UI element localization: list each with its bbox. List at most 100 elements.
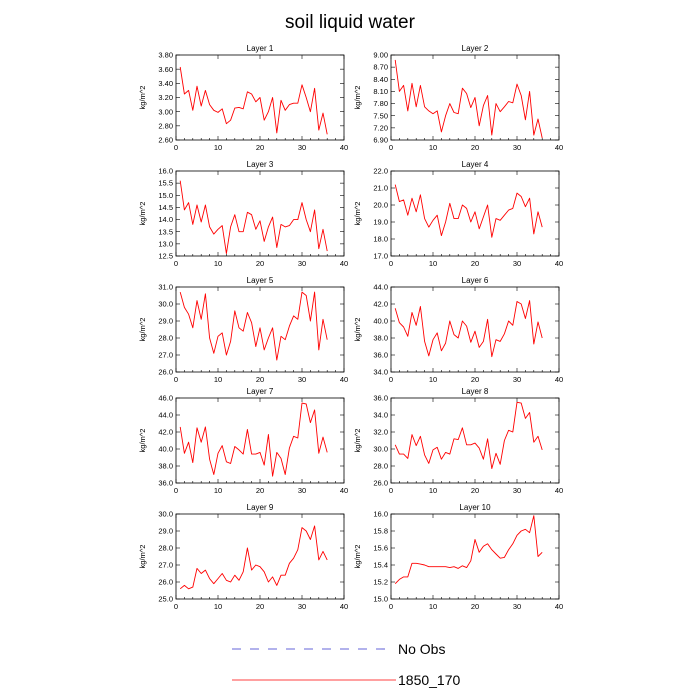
layer-3-ytick-label: 14.5 (158, 203, 173, 212)
panel-layer-4: Layer 4 kg/m^2 0 10 20 30 40 17.0 18.0 19.0 20.0 21… (353, 160, 563, 268)
layer-1-series-line (179, 66, 328, 135)
layer-4-series-line (394, 184, 543, 238)
layer-3-ylabel: kg/m^2 (138, 202, 147, 226)
layer-5-ylabel: kg/m^2 (138, 318, 147, 342)
layer-2-ylabel: kg/m^2 (353, 86, 362, 110)
layer-2-ytick-label: 8.40 (373, 75, 388, 84)
layer-7-ytick-label: 38.0 (158, 462, 173, 471)
layer-9-xtick-label: 40 (340, 602, 348, 611)
panel-layer-9: Layer 9 kg/m^2 0 10 20 30 40 25.0 26.0 27.0 28.0 29… (138, 503, 348, 611)
layer-1-ytick-label: 3.80 (158, 51, 173, 60)
layer-4-xtick-label: 10 (429, 259, 437, 268)
panel-layer-10: Layer 10 kg/m^2 0 10 20 30 40 15.0 15.2 15.4 15.6 1… (353, 503, 563, 611)
layer-10-xtick-label: 0 (389, 602, 393, 611)
panel-layer-1: Layer 1 kg/m^2 0 10 20 30 40 2.60 2.80 3.00 3.20 3.… (138, 44, 348, 152)
layer-9-ytick-label: 29.0 (158, 527, 173, 536)
layer-10-xtick-label: 10 (429, 602, 437, 611)
layer-3-xtick-label: 40 (340, 259, 348, 268)
layer-6-title: Layer 6 (462, 276, 489, 285)
layer-6-ytick-label: 40.0 (373, 317, 388, 326)
layer-7-xtick-label: 30 (298, 486, 306, 495)
layer-9-xtick-label: 0 (174, 602, 178, 611)
layer-8-xtick-label: 40 (555, 486, 563, 495)
layer-7-ytick-label: 40.0 (158, 445, 173, 454)
layer-5-title: Layer 5 (247, 276, 274, 285)
layer-7-xtick-label: 20 (256, 486, 264, 495)
layer-4-ytick-label: 22.0 (373, 167, 388, 176)
layer-6-series-line (394, 300, 543, 358)
layer-3-xtick-label: 10 (214, 259, 222, 268)
layer-4-xtick-label: 0 (389, 259, 393, 268)
layer-4-ylabel: kg/m^2 (353, 202, 362, 226)
layer-6-ytick-label: 38.0 (373, 334, 388, 343)
layer-7-series-line (179, 402, 328, 477)
layer-10-ytick-label: 16.0 (373, 510, 388, 519)
layer-9-series-line (179, 525, 328, 590)
layer-5-ytick-label: 27.0 (158, 351, 173, 360)
layer-3-ytick-label: 15.0 (158, 191, 173, 200)
layer-10-xtick-label: 20 (471, 602, 479, 611)
legend-label-1850-170: 1850_170 (398, 672, 461, 688)
layer-2-ytick-label: 7.50 (373, 111, 388, 120)
layer-3-xtick-label: 0 (174, 259, 178, 268)
layer-6-plot-frame (390, 286, 560, 373)
layer-6-xtick-label: 30 (513, 375, 521, 384)
layer-1-ytick-label: 3.00 (158, 107, 173, 116)
layer-3-ytick-label: 15.5 (158, 179, 173, 188)
panel-layer-2: Layer 2 kg/m^2 0 10 20 30 40 6.90 7.20 7.50 7.80 8.… (353, 44, 563, 152)
layer-3-ytick-label: 14.0 (158, 215, 173, 224)
layer-5-xtick-label: 30 (298, 375, 306, 384)
layer-2-ytick-label: 8.10 (373, 87, 388, 96)
layer-9-xtick-label: 10 (214, 602, 222, 611)
layer-6-ylabel: kg/m^2 (353, 318, 362, 342)
layer-2-xtick-label: 10 (429, 143, 437, 152)
layer-1-ytick-label: 3.20 (158, 93, 173, 102)
layer-5-series-line (179, 291, 328, 361)
layer-8-xtick-label: 30 (513, 486, 521, 495)
layer-3-ytick-label: 13.5 (158, 227, 173, 236)
layer-4-ytick-label: 17.0 (373, 252, 388, 261)
layer-10-xtick-label: 40 (555, 602, 563, 611)
layer-5-ytick-label: 29.0 (158, 317, 173, 326)
layer-2-ytick-label: 8.70 (373, 63, 388, 72)
panel-layer-7: Layer 7 kg/m^2 0 10 20 30 40 36.0 38.0 40.0 42.0 44… (138, 387, 348, 495)
layer-9-ytick-label: 26.0 (158, 578, 173, 587)
layer-9-ytick-label: 30.0 (158, 510, 173, 519)
layer-3-xtick-label: 20 (256, 259, 264, 268)
layer-6-ytick-label: 34.0 (373, 368, 388, 377)
layer-10-ylabel: kg/m^2 (353, 545, 362, 569)
layer-1-xtick-label: 40 (340, 143, 348, 152)
layer-2-series-line (394, 59, 543, 139)
layer-8-ytick-label: 34.0 (373, 411, 388, 420)
layer-8-title: Layer 8 (462, 387, 489, 396)
layer-2-xtick-label: 20 (471, 143, 479, 152)
layer-10-ytick-label: 15.6 (373, 544, 388, 553)
layer-8-xtick-label: 0 (389, 486, 393, 495)
layer-10-ytick-label: 15.0 (373, 595, 388, 604)
layer-1-ytick-label: 3.60 (158, 65, 173, 74)
layer-4-xtick-label: 30 (513, 259, 521, 268)
layer-3-title: Layer 3 (247, 160, 274, 169)
layer-8-ytick-label: 26.0 (373, 479, 388, 488)
layer-10-series-line (394, 515, 543, 585)
layer-8-xtick-label: 20 (471, 486, 479, 495)
layer-4-xtick-label: 20 (471, 259, 479, 268)
layer-2-title: Layer 2 (462, 44, 489, 53)
layer-3-ytick-label: 16.0 (158, 167, 173, 176)
layer-2-ytick-label: 7.80 (373, 99, 388, 108)
layer-10-ytick-label: 15.8 (373, 527, 388, 536)
layer-2-ytick-label: 6.90 (373, 136, 388, 145)
layer-9-ytick-label: 28.0 (158, 544, 173, 553)
layer-5-xtick-label: 10 (214, 375, 222, 384)
layer-6-ytick-label: 44.0 (373, 283, 388, 292)
layer-8-ytick-label: 30.0 (373, 445, 388, 454)
layer-7-xtick-label: 0 (174, 486, 178, 495)
layer-9-xtick-label: 30 (298, 602, 306, 611)
layer-3-series-line (179, 180, 328, 255)
layer-3-ytick-label: 13.0 (158, 239, 173, 248)
legend-item-1850-170: 1850_170 (232, 672, 461, 688)
layer-4-title: Layer 4 (462, 160, 489, 169)
layer-3-ytick-label: 12.5 (158, 252, 173, 261)
layer-4-ytick-label: 19.0 (373, 218, 388, 227)
